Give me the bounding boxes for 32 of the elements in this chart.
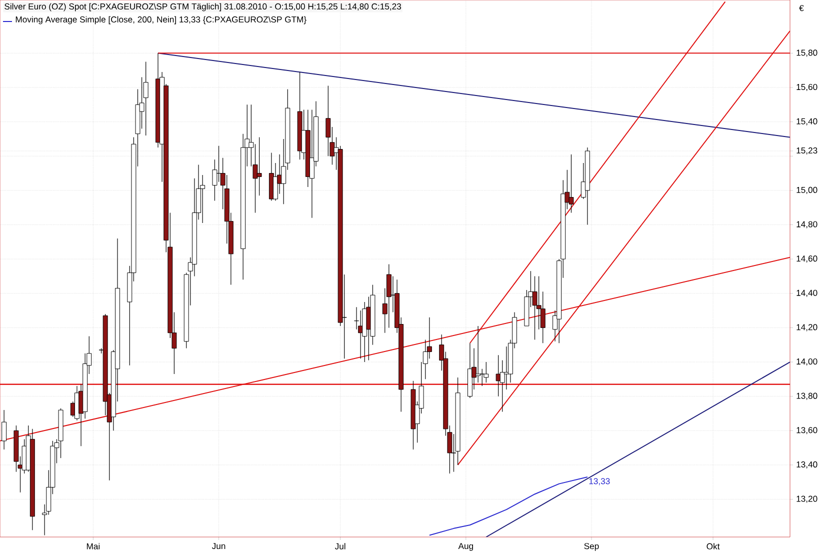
y-tick-label: 15,40 [796,118,818,126]
x-tick-label: Sep [584,543,599,551]
y-tick-label: 15,60 [796,84,818,92]
line-series [428,476,588,536]
y-tick-label: 13,40 [796,461,818,468]
candlestick [476,326,481,383]
candlestick [484,362,489,383]
chart-title: Silver Euro (OZ) Spot [C:PXAGEUROZ\SP GTM Täglich] 31.08.2010 - O:15,00 H:15,25 L:14,80 C:15,23 [4,3,402,12]
y-tick-label: 13,80 [796,392,818,400]
y-tick-label: 13,60 [796,427,818,434]
y-tick-label: 14,20 [796,324,818,332]
x-tick-label: Jul [334,543,346,550]
candlestick [256,136,262,196]
y-tick-label: 14,00 [796,358,818,366]
x-tick-label: Jun [212,543,226,550]
y-tick-label: 14,40 [796,290,818,297]
y-tick-label: 15,23 [796,147,818,155]
x-tick-label: Okt [706,543,720,550]
y-tick-label: 15,80 [796,50,818,57]
candlestick [568,154,574,214]
candlestick [2,410,7,450]
y-axis-title: € [799,5,804,12]
annotation: 13,33 [589,478,610,486]
y-tick-label: 13,20 [796,496,818,503]
x-tick-label: Aug [458,543,473,551]
candlestick [504,346,509,390]
x-tick-label: Mai [86,543,100,550]
y-tick-label: 14,80 [796,221,818,228]
y-tick-label: 15,00 [796,186,818,194]
candlestick [143,61,148,136]
legend-label: Moving Average Simple [Close, 200, Nein] 13,33 {C:PXAGEUROZ\SP GTM} [16,16,306,24]
y-tick-label: 14,60 [796,256,818,263]
